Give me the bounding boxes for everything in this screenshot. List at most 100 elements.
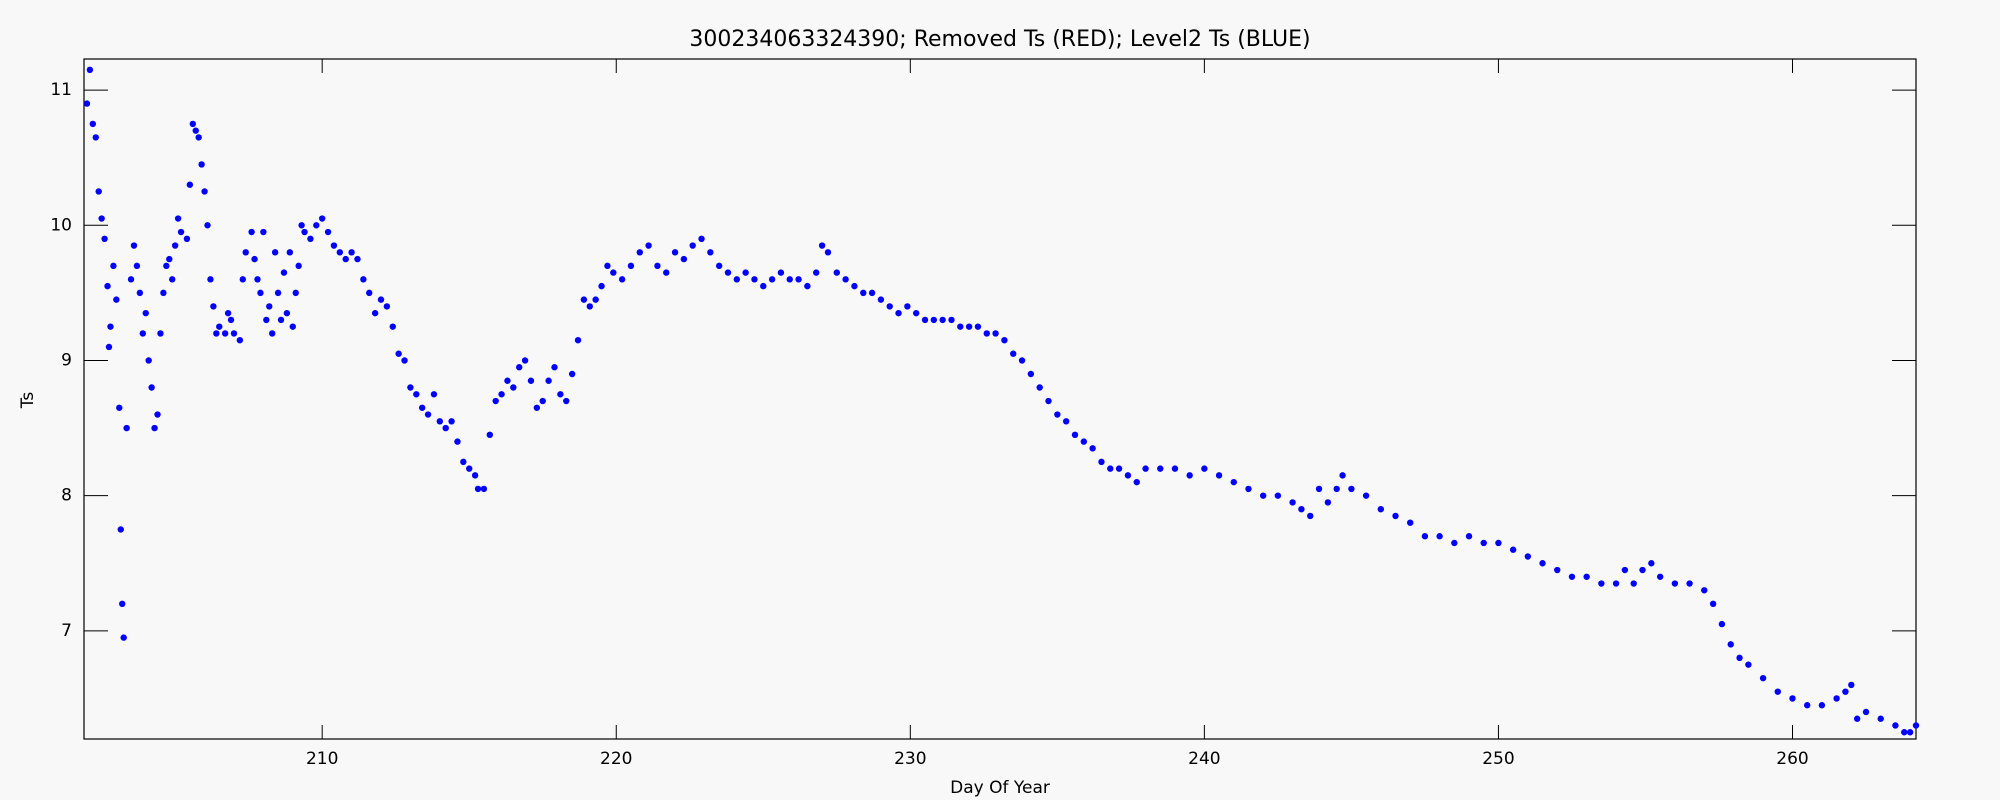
point: [1554, 566, 1561, 574]
point: [286, 249, 294, 256]
point: [101, 235, 108, 243]
point: [442, 424, 449, 432]
point: [201, 188, 208, 195]
point: [1080, 438, 1088, 445]
point: [120, 634, 127, 641]
point: [715, 262, 723, 270]
point: [610, 269, 617, 276]
point: [698, 235, 705, 243]
point: [1133, 478, 1140, 486]
point: [145, 357, 152, 364]
point: [1848, 681, 1855, 689]
point: [1759, 674, 1767, 682]
point: [1010, 350, 1017, 357]
point: [171, 242, 179, 249]
point: [539, 397, 546, 405]
point: [557, 391, 564, 398]
point: [166, 255, 173, 263]
point: [545, 377, 552, 384]
point: [163, 262, 170, 270]
point: [1098, 458, 1105, 466]
point: [277, 316, 285, 324]
point: [627, 262, 635, 270]
point: [471, 472, 479, 479]
point: [216, 323, 223, 330]
point: [266, 303, 273, 310]
point: [366, 289, 373, 297]
point: [574, 336, 582, 344]
point: [1115, 465, 1123, 472]
point: [227, 316, 235, 324]
point: [751, 276, 758, 283]
point: [1054, 411, 1061, 418]
point: [117, 526, 124, 533]
point: [466, 465, 473, 472]
point: [401, 357, 408, 364]
point: [1315, 485, 1323, 493]
point: [1071, 431, 1079, 439]
point: [965, 323, 973, 330]
point: [1377, 505, 1385, 513]
point: [877, 296, 885, 303]
point: [1186, 472, 1193, 479]
point: [123, 424, 130, 432]
point: [724, 269, 732, 276]
point: [274, 289, 282, 297]
point: [586, 303, 593, 310]
y-axis-label: Ts: [18, 392, 38, 410]
point: [860, 289, 867, 297]
point: [1598, 580, 1605, 587]
point: [298, 222, 305, 229]
point: [1259, 492, 1267, 499]
y-tick-label: 10: [50, 215, 72, 235]
point: [154, 411, 161, 418]
y-tick-label: 11: [50, 80, 72, 100]
point: [1656, 573, 1664, 580]
point: [533, 404, 541, 411]
point: [786, 276, 793, 283]
point: [939, 316, 946, 324]
point: [92, 134, 99, 141]
point: [1701, 587, 1708, 594]
point: [1862, 708, 1870, 716]
point: [301, 228, 308, 236]
point: [1495, 539, 1502, 547]
point: [645, 242, 652, 249]
point: [868, 289, 876, 297]
point: [407, 384, 414, 391]
point: [454, 438, 461, 445]
point: [904, 303, 911, 310]
point: [1107, 465, 1114, 472]
point: [83, 100, 91, 107]
point: [224, 309, 232, 317]
point: [1124, 472, 1132, 479]
point: [169, 276, 176, 283]
point: [992, 330, 999, 337]
point: [1245, 485, 1252, 493]
x-tick-label: 240: [1188, 749, 1220, 769]
point: [1877, 715, 1884, 722]
point: [142, 309, 149, 317]
y-tick-label: 8: [61, 486, 72, 506]
point: [851, 282, 858, 290]
point: [957, 323, 964, 330]
point: [1718, 620, 1726, 628]
point: [139, 330, 147, 337]
point: [1583, 573, 1590, 580]
point: [663, 269, 670, 276]
point: [833, 269, 840, 276]
point: [480, 485, 488, 493]
point: [1027, 370, 1035, 378]
point: [160, 289, 167, 297]
plot-frame: [83, 58, 1917, 740]
point: [1018, 357, 1026, 364]
point: [742, 269, 749, 276]
y-tick-label: 9: [61, 350, 72, 370]
point: [174, 215, 182, 222]
point: [189, 120, 197, 128]
point: [1062, 418, 1070, 425]
point: [1709, 600, 1717, 608]
point: [460, 458, 467, 466]
point: [313, 222, 320, 229]
